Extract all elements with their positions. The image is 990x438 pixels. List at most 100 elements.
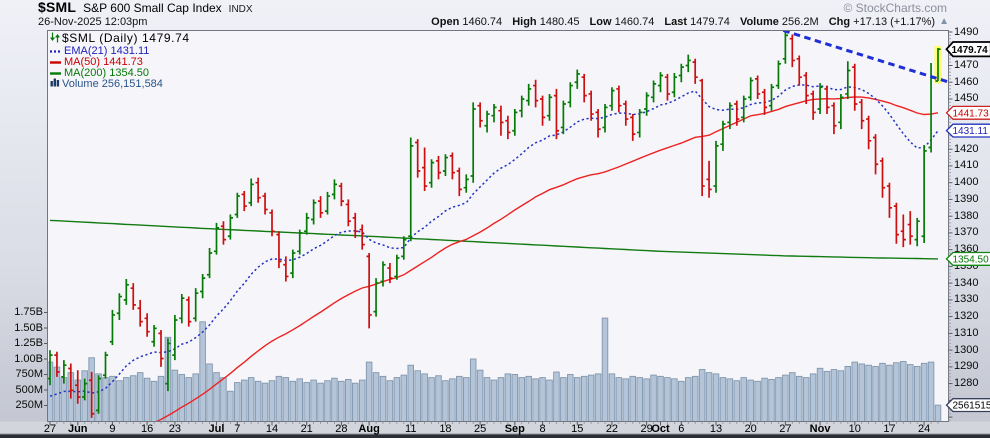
volume-bar[interactable]: [240, 379, 248, 422]
volume-bar[interactable]: [594, 373, 602, 422]
volume-bar[interactable]: [705, 372, 713, 422]
volume-bar[interactable]: [574, 377, 581, 422]
volume-bar[interactable]: [220, 377, 227, 422]
ohlc-bar-2025-10-01[interactable]: [657, 72, 664, 93]
ohlc-bar-2025-09-16[interactable]: [581, 73, 587, 103]
ohlc-bar-2025-09-29[interactable]: [644, 92, 650, 116]
volume-bar[interactable]: [886, 364, 893, 422]
ohlc-bar-2025-05-30[interactable]: [68, 363, 74, 399]
volume-bar[interactable]: [580, 375, 588, 422]
ohlc-bar-2025-08-21[interactable]: [463, 174, 469, 193]
volume-bar[interactable]: [685, 377, 692, 422]
ohlc-bar-2025-07-22[interactable]: [311, 199, 317, 225]
ohlc-bar-2025-11-19[interactable]: [900, 214, 906, 248]
ohlc-bar-2025-08-25[interactable]: [477, 102, 483, 128]
volume-bar[interactable]: [435, 375, 442, 422]
volume-bar[interactable]: [553, 371, 560, 422]
volume-bar[interactable]: [511, 374, 519, 422]
ohlc-bar-2025-06-06[interactable]: [102, 351, 109, 379]
ohlc-bar-2025-10-21[interactable]: [755, 75, 761, 99]
ohlc-bar-2025-09-17[interactable]: [588, 90, 594, 121]
volume-bar[interactable]: [747, 379, 754, 422]
ohlc-bar-2025-06-25[interactable]: [186, 296, 192, 327]
volume-bar[interactable]: [143, 377, 151, 422]
volume-bar[interactable]: [303, 382, 310, 422]
ohlc-bar-2025-10-02[interactable]: [664, 73, 671, 101]
ohlc-bar-2025-07-10[interactable]: [255, 177, 261, 203]
volume-bar[interactable]: [449, 378, 456, 422]
volume-bar[interactable]: [802, 377, 810, 422]
ohlc-bar-2025-11-13[interactable]: [872, 134, 879, 175]
ohlc-bar-2025-07-17[interactable]: [290, 249, 296, 279]
ohlc-bar-2025-06-04[interactable]: [89, 371, 95, 418]
volume-bar[interactable]: [150, 380, 158, 422]
volume-bar[interactable]: [352, 382, 359, 422]
ohlc-bar-2025-07-01[interactable]: [213, 222, 220, 255]
ohlc-bar-2025-09-09[interactable]: [546, 93, 553, 121]
ohlc-bar-2025-08-07[interactable]: [394, 254, 400, 280]
volume-bar[interactable]: [185, 377, 192, 422]
volume-bar[interactable]: [615, 377, 623, 422]
ohlc-bar-2025-06-26[interactable]: [193, 288, 199, 322]
ohlc-bar-2025-08-14[interactable]: [428, 159, 435, 188]
ohlc-bar-2025-10-14[interactable]: [720, 120, 726, 151]
ohlc-bar-2025-08-28[interactable]: [498, 105, 504, 136]
ohlc-bar-2025-09-23[interactable]: [616, 85, 622, 113]
volume-bar[interactable]: [421, 373, 428, 422]
volume-bar[interactable]: [456, 375, 463, 422]
ohlc-bar-2025-07-16[interactable]: [283, 256, 289, 282]
ohlc-bar-2025-10-24[interactable]: [775, 60, 782, 89]
volume-bar[interactable]: [712, 373, 720, 422]
ohlc-bar-2025-05-29[interactable]: [61, 360, 67, 384]
volume-bar[interactable]: [331, 377, 338, 422]
ohlc-bar-2025-09-02[interactable]: [512, 109, 518, 136]
volume-bar[interactable]: [254, 380, 262, 422]
ohlc-bar-2025-07-31[interactable]: [359, 224, 365, 250]
volume-bar[interactable]: [816, 367, 824, 422]
ohlc-bar-2025-08-13[interactable]: [422, 147, 428, 192]
ohlc-bar-2025-07-14[interactable]: [269, 209, 275, 237]
ohlc-bar-2025-07-28[interactable]: [338, 182, 344, 207]
ohlc-bar-2025-08-04[interactable]: [373, 278, 379, 317]
downtrend-annotation-line[interactable]: [782, 30, 949, 84]
ohlc-bar-2025-11-18[interactable]: [893, 202, 899, 244]
ohlc-bar-2025-10-30[interactable]: [803, 72, 809, 104]
legend-item-ma50[interactable]: MA(50) 1441.73: [50, 55, 143, 68]
volume-bar[interactable]: [317, 382, 324, 422]
volume-bar[interactable]: [490, 379, 498, 422]
legend-item-volume[interactable]: Volume 256,151,584: [50, 77, 163, 90]
ohlc-bar-2025-09-05[interactable]: [533, 79, 539, 108]
ohlc-bar-2025-10-13[interactable]: [713, 140, 719, 193]
volume-bar[interactable]: [310, 379, 317, 422]
volume-bar[interactable]: [136, 372, 144, 422]
volume-bar[interactable]: [546, 379, 553, 422]
volume-bar[interactable]: [913, 365, 921, 422]
ohlc-bar-2025-11-11[interactable]: [859, 98, 865, 130]
ohlc-bar-2025-09-08[interactable]: [539, 95, 546, 126]
ohlc-bar-2025-07-25[interactable]: [331, 179, 338, 200]
ohlc-bar-2025-11-24[interactable]: [921, 145, 927, 243]
volume-bar[interactable]: [719, 377, 727, 422]
volume-bar[interactable]: [199, 321, 206, 422]
ohlc-bar-2025-10-06[interactable]: [678, 63, 684, 83]
ohlc-bar-2025-10-29[interactable]: [796, 55, 802, 86]
ohlc-bar-2025-09-10[interactable]: [553, 88, 560, 140]
volume-bar[interactable]: [338, 380, 345, 422]
ohlc-bar-2025-10-16[interactable]: [734, 100, 740, 126]
ohlc-bar-2025-06-13[interactable]: [137, 299, 143, 327]
ohlc-bar-2025-11-06[interactable]: [838, 93, 844, 130]
volume-bar[interactable]: [129, 375, 137, 422]
volume-bar[interactable]: [754, 380, 761, 422]
legend-item-symbol[interactable]: $SML (Daily) 1479.74: [50, 32, 190, 44]
volume-bar[interactable]: [768, 379, 775, 422]
ohlc-bar-2025-06-17[interactable]: [151, 325, 157, 347]
volume-bar[interactable]: [206, 363, 213, 422]
volume-bar[interactable]: [268, 380, 276, 422]
ohlc-bar-2025-09-18[interactable]: [595, 109, 601, 138]
volume-bar[interactable]: [504, 373, 512, 422]
legend-item-ema21[interactable]: EMA(21) 1431.11: [50, 44, 149, 57]
legend-item-ma200[interactable]: MA(200) 1354.50: [50, 66, 149, 79]
volume-bar[interactable]: [275, 375, 283, 422]
ohlc-bar-2025-06-20[interactable]: [165, 338, 171, 392]
